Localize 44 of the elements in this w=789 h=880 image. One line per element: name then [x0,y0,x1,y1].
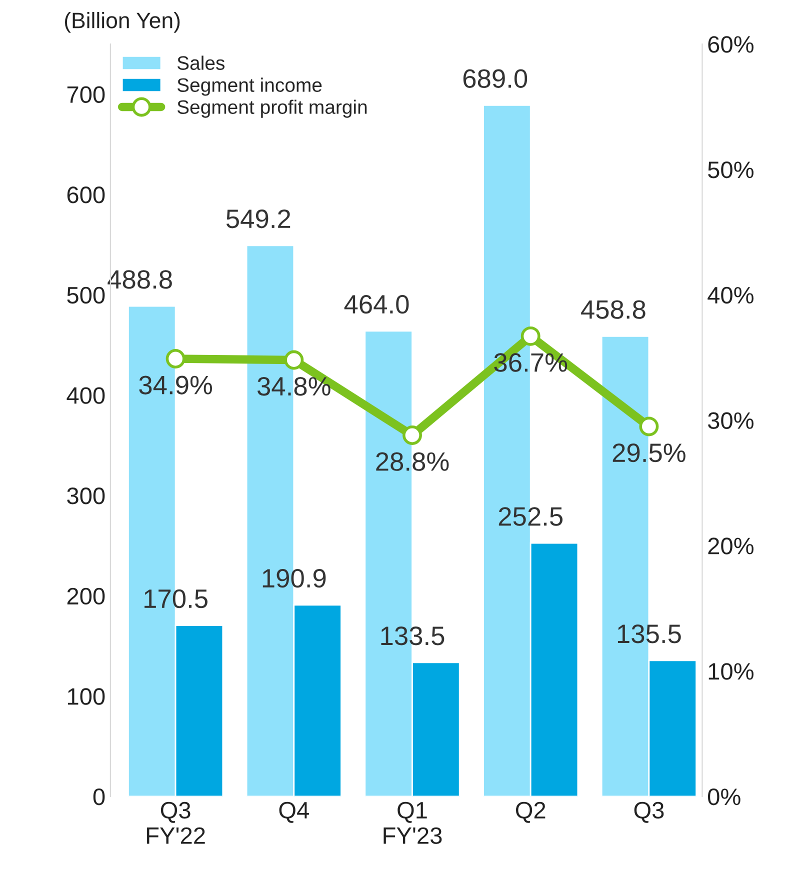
data-label: 190.9 [262,568,326,588]
data-label: 28.8% [376,452,449,471]
y-axis-title: (Billion Yen) [64,12,180,33]
x-tick-label: Q4 [279,802,309,823]
y-tick-label: 200 [67,588,105,605]
y-tick-label: 400 [66,387,105,404]
data-label: 458.8 [581,300,646,319]
data-label: 464.0 [344,294,409,314]
legend-label: Segment profit margin [177,100,367,118]
data-label: 170.5 [144,589,208,608]
data-label: 488.8 [108,270,172,289]
y-tick-label: 0 [93,788,105,806]
data-label: 689.0 [463,69,528,88]
y2-tick-label: 0% [708,788,740,806]
data-label: 29.5% [612,443,686,462]
y2-tick-label: 20% [708,538,754,554]
y2-tick-label: 60% [708,36,754,53]
y-tick-label: 100 [68,688,105,705]
x-tick-label: Q3 [634,802,664,823]
x-tick-label: Q1 FY'23 [384,802,442,844]
y-tick-label: 300 [67,488,105,504]
point [402,426,422,445]
point [166,349,186,368]
data-label: 135.5 [618,624,681,644]
legend-label: Sales [177,56,225,70]
y-tick-label: 700 [67,86,105,103]
data-label: 252.5 [498,507,563,526]
y2-tick-label: 30% [708,412,754,429]
data-label: 133.5 [381,626,444,646]
point [639,416,659,436]
data-label: 34.8% [258,377,330,396]
y-tick-label: 500 [67,286,105,304]
point [520,326,540,346]
data-label: 549.2 [226,210,290,228]
y2-tick-label: 50% [708,161,754,178]
x-tick-label: Q3 FY'22 [147,802,205,844]
x-tick-label: Q2 [516,802,546,823]
data-label: 36.7% [494,353,568,372]
point [284,350,304,370]
legend-label: Segment income [177,78,322,96]
y-tick-label: 600 [67,186,105,204]
y2-tick-label: 40% [708,286,754,304]
data-label: 34.9% [139,376,212,394]
y2-tick-label: 10% [708,663,754,680]
